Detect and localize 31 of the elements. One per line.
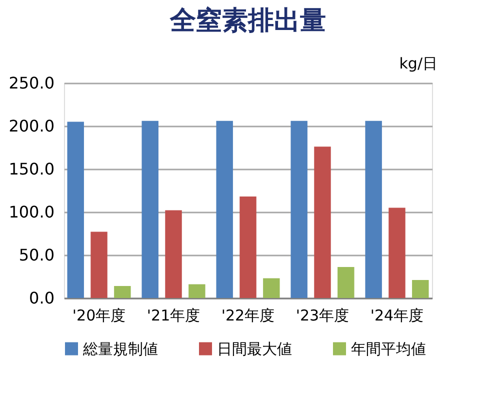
y-tick-label: 100.0 — [8, 202, 54, 222]
bar — [412, 280, 429, 298]
y-tick-label: 200.0 — [8, 116, 54, 136]
x-tick-label: '23年度 — [296, 306, 350, 324]
bar — [290, 120, 308, 298]
bar — [240, 196, 256, 298]
bar — [67, 122, 84, 298]
bar — [263, 278, 280, 298]
bar — [338, 267, 354, 298]
bar — [365, 120, 382, 298]
bar — [216, 120, 233, 298]
bar — [188, 284, 206, 298]
legend-label: 日間最大値 — [217, 340, 292, 358]
bar — [314, 146, 331, 298]
x-tick-label: '20年度 — [72, 306, 126, 324]
bar — [142, 120, 158, 298]
y-tick-label: 150.0 — [8, 160, 54, 178]
chart-title: 全窒素排出量 — [169, 6, 326, 36]
bar — [90, 232, 108, 298]
bar — [388, 208, 406, 298]
legend-label: 総量規制値 — [82, 340, 158, 358]
x-tick-label: '22年度 — [221, 306, 275, 324]
y-tick-label: 250.0 — [8, 74, 54, 92]
x-tick-label: '24年度 — [370, 306, 424, 324]
legend-label: 年間平均値 — [351, 340, 426, 358]
y-tick-label: 50.0 — [18, 246, 54, 264]
y-tick-label: 0.0 — [29, 288, 54, 308]
y-axis-title: kg/日 — [399, 54, 438, 72]
x-tick-label: '21年度 — [146, 306, 200, 324]
bar — [165, 210, 182, 298]
bar — [114, 286, 131, 298]
